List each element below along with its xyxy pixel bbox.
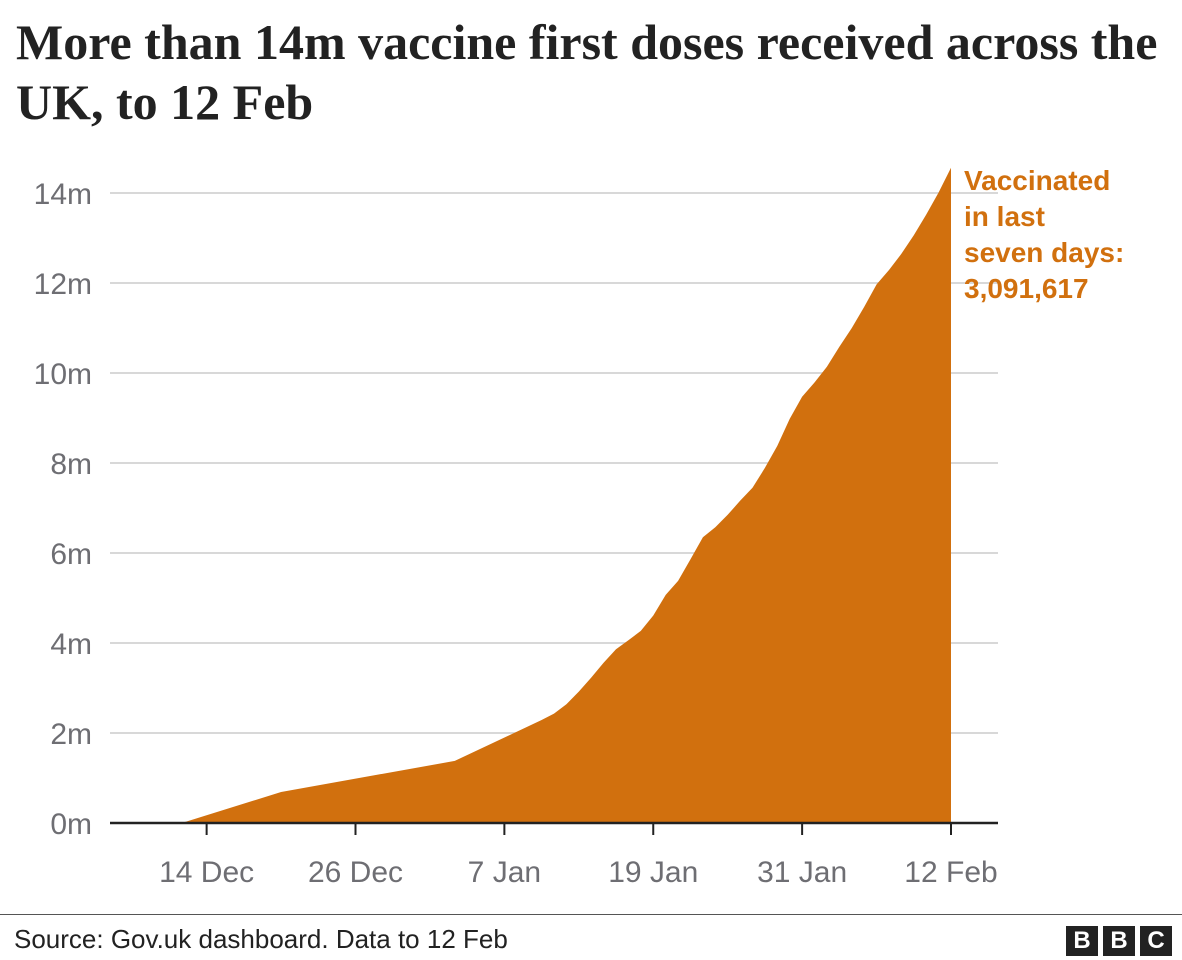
x-tick-label: 12 Feb [904, 856, 997, 889]
chart-title: More than 14m vaccine first doses receiv… [16, 14, 1158, 130]
logo-letter: B [1103, 926, 1135, 956]
y-tick-label: 2m [50, 718, 92, 751]
y-tick-label: 6m [50, 538, 92, 571]
y-tick-label: 0m [50, 808, 92, 841]
area-series [157, 167, 951, 824]
annotation-line: in last [964, 201, 1045, 232]
source-note: Source: Gov.uk dashboard. Data to 12 Feb [14, 924, 508, 954]
x-tick-label: 31 Jan [757, 856, 847, 889]
area-fill [157, 167, 951, 824]
y-axis-ticks: 0m 2m 4m 6m 8m 10m 12m 14m [34, 178, 92, 841]
y-tick-label: 14m [34, 178, 92, 211]
y-tick-label: 10m [34, 358, 92, 391]
annotation-line: seven days: [964, 237, 1124, 268]
x-tick-label: 7 Jan [468, 856, 541, 889]
logo-letter: B [1066, 926, 1098, 956]
x-axis-ticks: 14 Dec 26 Dec 7 Jan 19 Jan 31 Jan 12 Feb [159, 823, 998, 889]
annotation-line: Vaccinated [964, 165, 1110, 196]
bbc-logo: B B C [1066, 926, 1172, 956]
logo-letter: C [1140, 926, 1172, 956]
footer-divider [0, 914, 1182, 915]
y-tick-label: 4m [50, 628, 92, 661]
x-tick-label: 14 Dec [159, 856, 254, 889]
y-tick-label: 12m [34, 268, 92, 301]
y-tick-label: 8m [50, 448, 92, 481]
area-chart: 0m 2m 4m 6m 8m 10m 12m 14m 14 Dec 26 Dec 7 Jan 19 … [34, 165, 1125, 889]
annotation-line: 3,091,617 [964, 273, 1089, 304]
x-tick-label: 19 Jan [608, 856, 698, 889]
annotation: Vaccinated in last seven days: 3,091,617 [964, 165, 1124, 304]
x-tick-label: 26 Dec [308, 856, 403, 889]
